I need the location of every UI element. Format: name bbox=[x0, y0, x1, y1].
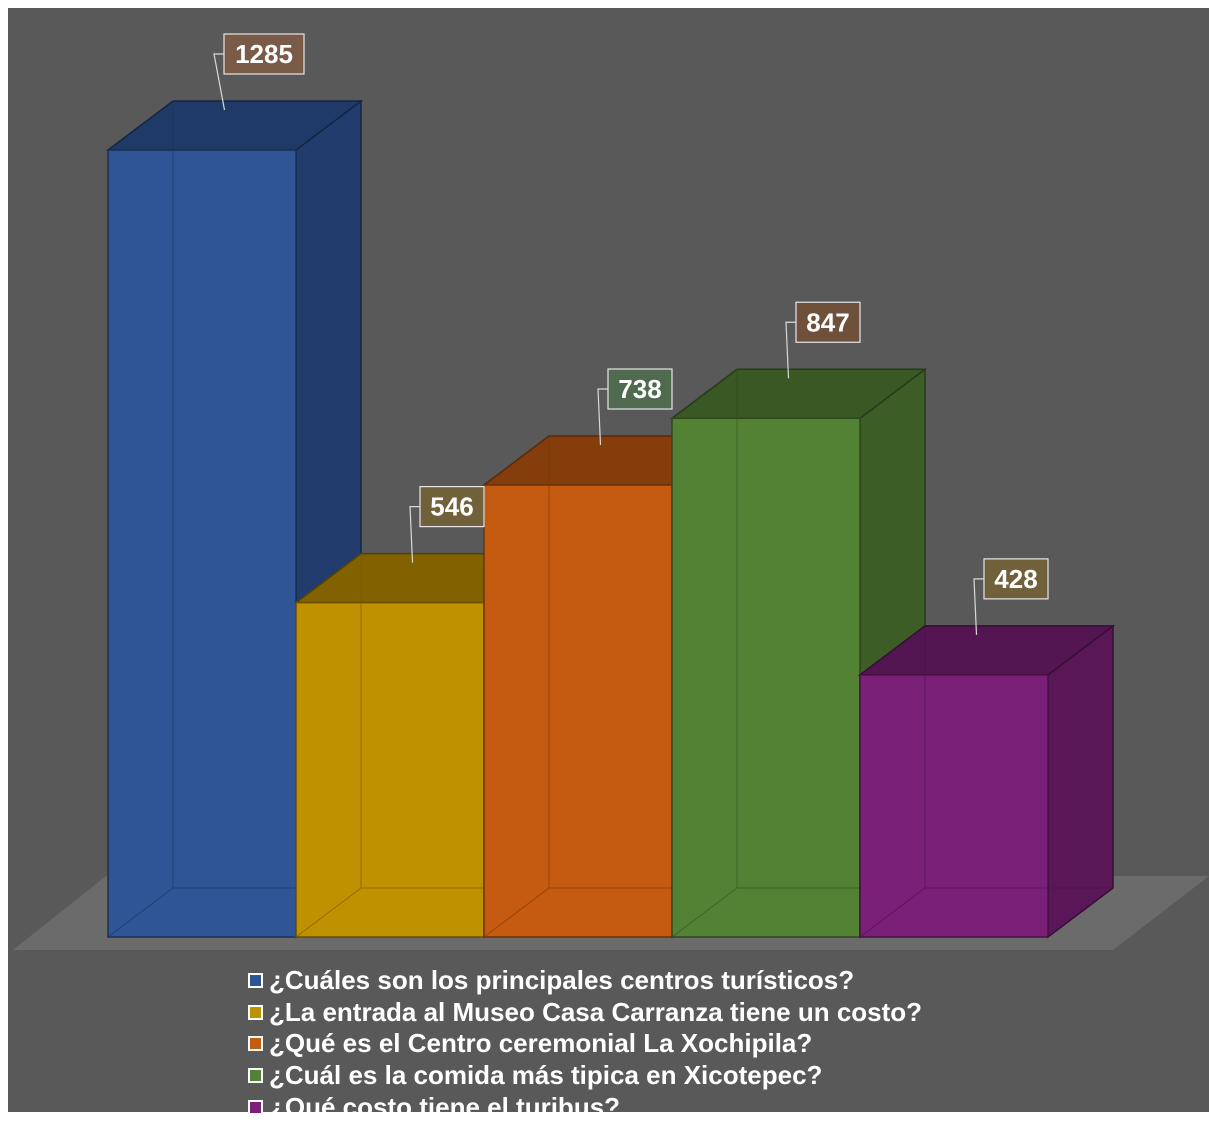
data-label-box bbox=[607, 368, 673, 410]
leader-line bbox=[409, 506, 420, 563]
legend-item: ¿Qué es el Centro ceremonial La Xochipil… bbox=[248, 1028, 1148, 1060]
legend-label: ¿Qué costo tiene el turibus? bbox=[269, 1091, 621, 1122]
legend-swatch bbox=[248, 1099, 263, 1115]
legend: ¿Cuáles son los principales centros turí… bbox=[248, 965, 1148, 1123]
bar-5 bbox=[857, 624, 1116, 939]
data-label-box bbox=[419, 486, 485, 528]
legend-label: ¿Qué es el Centro ceremonial La Xochipil… bbox=[269, 1028, 813, 1059]
legend-item: ¿La entrada al Museo Casa Carranza tiene… bbox=[248, 997, 1148, 1029]
legend-swatch bbox=[248, 1004, 263, 1020]
data-label-4: 847 bbox=[785, 301, 861, 379]
data-label-text: 738 bbox=[618, 374, 661, 404]
bar-front-face bbox=[859, 674, 1049, 938]
bar-chart: 1285 546 738 847 428 bbox=[13, 33, 1209, 950]
data-label-text: 1285 bbox=[235, 39, 293, 69]
data-label-box bbox=[983, 558, 1049, 600]
chart-area: 1285 546 738 847 428 ¿Cuáles son los princip… bbox=[8, 8, 1209, 1122]
legend-label: ¿Cuál es la comida más tipica en Xicotep… bbox=[269, 1060, 823, 1091]
data-label-1: 1285 bbox=[213, 33, 305, 111]
bar-front-face bbox=[107, 149, 297, 938]
legend-swatch bbox=[248, 1036, 263, 1052]
legend-label: ¿Cuáles son los principales centros turí… bbox=[269, 965, 855, 996]
data-label-text: 546 bbox=[430, 492, 473, 522]
bar-front-face bbox=[295, 601, 485, 938]
legend-item: ¿Cuál es la comida más tipica en Xicotep… bbox=[248, 1060, 1148, 1092]
leader-line bbox=[973, 578, 984, 635]
bar-front-face bbox=[483, 484, 673, 938]
data-label-2: 546 bbox=[409, 486, 485, 563]
leader-line bbox=[785, 321, 796, 379]
bar-side-face bbox=[1047, 624, 1114, 939]
legend-swatch bbox=[248, 1068, 263, 1084]
data-label-text: 847 bbox=[806, 307, 849, 337]
legend-swatch bbox=[248, 973, 263, 989]
bar-front-face bbox=[671, 417, 861, 938]
data-label-text: 428 bbox=[994, 564, 1037, 594]
data-label-5: 428 bbox=[973, 558, 1049, 635]
data-label-3: 738 bbox=[597, 368, 673, 446]
data-label-box bbox=[223, 33, 305, 75]
data-label-box bbox=[795, 301, 861, 343]
leader-line bbox=[213, 53, 226, 111]
bars-layer bbox=[105, 99, 1116, 939]
legend-label: ¿La entrada al Museo Casa Carranza tiene… bbox=[269, 996, 923, 1027]
data-labels-layer: 1285 546 738 847 428 bbox=[213, 33, 1049, 635]
legend-item: ¿Qué costo tiene el turibus? bbox=[248, 1091, 1148, 1123]
legend-item: ¿Cuáles son los principales centros turí… bbox=[248, 965, 1148, 997]
leader-line bbox=[597, 388, 608, 446]
